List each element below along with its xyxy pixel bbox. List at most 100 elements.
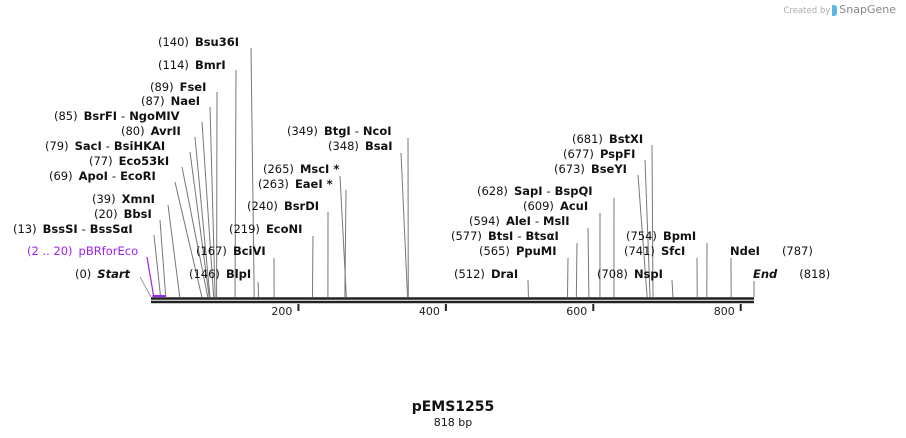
site-label[interactable]: (673) BseYI xyxy=(554,162,627,176)
site-name: ApoI xyxy=(78,169,108,183)
cut-site-leader xyxy=(575,242,578,298)
separator: - xyxy=(517,229,522,243)
cut-site-leader xyxy=(189,151,210,298)
site-label[interactable]: (85) BsrFI - NgoMIV xyxy=(54,109,180,123)
site-position: (265) xyxy=(263,162,294,176)
site-label[interactable]: (87) NaeI xyxy=(141,94,200,108)
site-label[interactable]: (39) XmnI xyxy=(92,192,155,206)
site-name: pBRforEco xyxy=(78,244,139,258)
site-label[interactable]: (265) MscI * xyxy=(263,162,339,176)
site-name: BspQI xyxy=(554,184,593,198)
site-name: PspFI xyxy=(599,147,636,161)
site-name: XmnI xyxy=(121,192,155,206)
site-label[interactable]: (77) Eco53kI xyxy=(89,154,169,168)
separator: - xyxy=(105,139,110,153)
separator: - xyxy=(546,184,551,198)
site-name: SacI xyxy=(74,139,102,153)
site-position: (146) xyxy=(189,267,220,281)
site-label[interactable]: (349) BtgI - NcoI xyxy=(287,124,392,138)
site-position: (114) xyxy=(158,58,189,72)
site-label[interactable]: (577) BtsI - BtsαI xyxy=(451,229,559,243)
cut-site-leader xyxy=(644,159,651,298)
site-label[interactable]: (708) NspI xyxy=(597,267,663,281)
site-position: (85) xyxy=(54,109,78,123)
site-label[interactable]: (219) EcoNI xyxy=(229,222,302,236)
site-name: BssSαI xyxy=(89,222,133,236)
site-label[interactable]: (594) AleI - MslI xyxy=(469,214,570,228)
site-label[interactable]: End (818) xyxy=(753,267,836,281)
site-name: DraI xyxy=(490,267,519,281)
site-name: BseYI xyxy=(590,162,627,176)
axis-tick-label: 400 xyxy=(418,305,440,318)
site-name: FseI xyxy=(179,80,207,94)
site-name: AleI xyxy=(505,214,531,228)
site-label[interactable]: (681) BstXI xyxy=(572,132,643,146)
site-name: End xyxy=(753,267,778,281)
site-label[interactable]: (2 .. 20) pBRforEco xyxy=(27,244,138,258)
site-name: Bsu36I xyxy=(194,35,240,49)
site-label[interactable]: (167) BciVI xyxy=(196,244,266,258)
site-position: (0) xyxy=(75,267,92,281)
feature-leader xyxy=(146,256,155,296)
site-label[interactable]: (69) ApoI - EcoRI xyxy=(49,169,156,183)
site-position: (140) xyxy=(158,35,189,49)
axis-tick-label: 600 xyxy=(566,305,588,318)
site-label[interactable]: (240) BsrDI xyxy=(247,199,319,213)
site-name: BsrDI xyxy=(283,199,320,213)
site-name: BpmI xyxy=(662,229,697,243)
site-position: (39) xyxy=(92,192,116,206)
site-name: BlpI xyxy=(225,267,252,281)
site-position: (818) xyxy=(799,267,831,281)
site-name: BbsI xyxy=(123,207,152,221)
cut-site-leader xyxy=(637,174,648,298)
cut-site-leader xyxy=(174,181,203,298)
site-position: (219) xyxy=(229,222,260,236)
site-label[interactable]: (13) BssSI - BssSαI xyxy=(13,222,133,236)
site-name: EaeI * xyxy=(294,177,333,191)
site-name: MscI * xyxy=(299,162,340,176)
site-name: BsrFI xyxy=(83,109,118,123)
site-label[interactable]: (89) FseI xyxy=(150,80,206,94)
site-position: (20) xyxy=(94,207,118,221)
site-label[interactable]: (80) AvrII xyxy=(121,124,181,138)
site-label[interactable]: (565) PpuMI xyxy=(479,244,557,258)
site-position: (69) xyxy=(49,169,73,183)
site-label[interactable]: (114) BmrI xyxy=(158,58,226,72)
site-position: (577) xyxy=(451,229,482,243)
site-position: (349) xyxy=(287,124,318,138)
site-position: (565) xyxy=(479,244,510,258)
site-label[interactable]: (263) EaeI * xyxy=(258,177,333,191)
site-position: (512) xyxy=(454,267,485,281)
site-name: NspI xyxy=(633,267,663,281)
site-name: AvrII xyxy=(150,124,181,138)
site-label[interactable]: (754) BpmI xyxy=(626,229,696,243)
site-name: NgoMIV xyxy=(129,109,180,123)
site-label[interactable]: (146) BlpI xyxy=(189,267,251,281)
site-name: BtgI xyxy=(323,124,351,138)
separator: - xyxy=(354,124,359,138)
site-label[interactable]: NdeI (787) xyxy=(730,244,819,258)
site-label[interactable]: (741) SfcI xyxy=(624,244,685,258)
site-label[interactable]: (79) SacI - BsiHKAI xyxy=(45,139,165,153)
site-label[interactable]: (609) AcuI xyxy=(523,199,588,213)
start-leader xyxy=(139,276,152,298)
site-name: EcoNI xyxy=(265,222,303,236)
site-label[interactable]: (140) Bsu36I xyxy=(158,35,239,49)
site-label[interactable]: (0) Start xyxy=(75,267,130,281)
cut-site-leader xyxy=(651,144,654,298)
site-position: (2 .. 20) xyxy=(27,244,73,258)
site-label[interactable]: (512) DraI xyxy=(454,267,518,281)
site-name: Eco53kI xyxy=(118,154,170,168)
site-position: (609) xyxy=(523,199,554,213)
plasmid-length: 818 bp xyxy=(433,416,473,429)
site-name: NdeI xyxy=(730,244,760,258)
site-position: (348) xyxy=(328,139,359,153)
cut-site-leader xyxy=(311,235,314,298)
site-name: BtsI xyxy=(487,229,514,243)
site-label[interactable]: (348) BsaI xyxy=(328,139,393,153)
separator: - xyxy=(534,214,540,228)
site-label[interactable]: (628) SapI - BspQI xyxy=(477,184,593,198)
site-label[interactable]: (20) BbsI xyxy=(94,207,152,221)
site-position: (263) xyxy=(258,177,289,191)
site-label[interactable]: (677) PspFI xyxy=(563,147,635,161)
